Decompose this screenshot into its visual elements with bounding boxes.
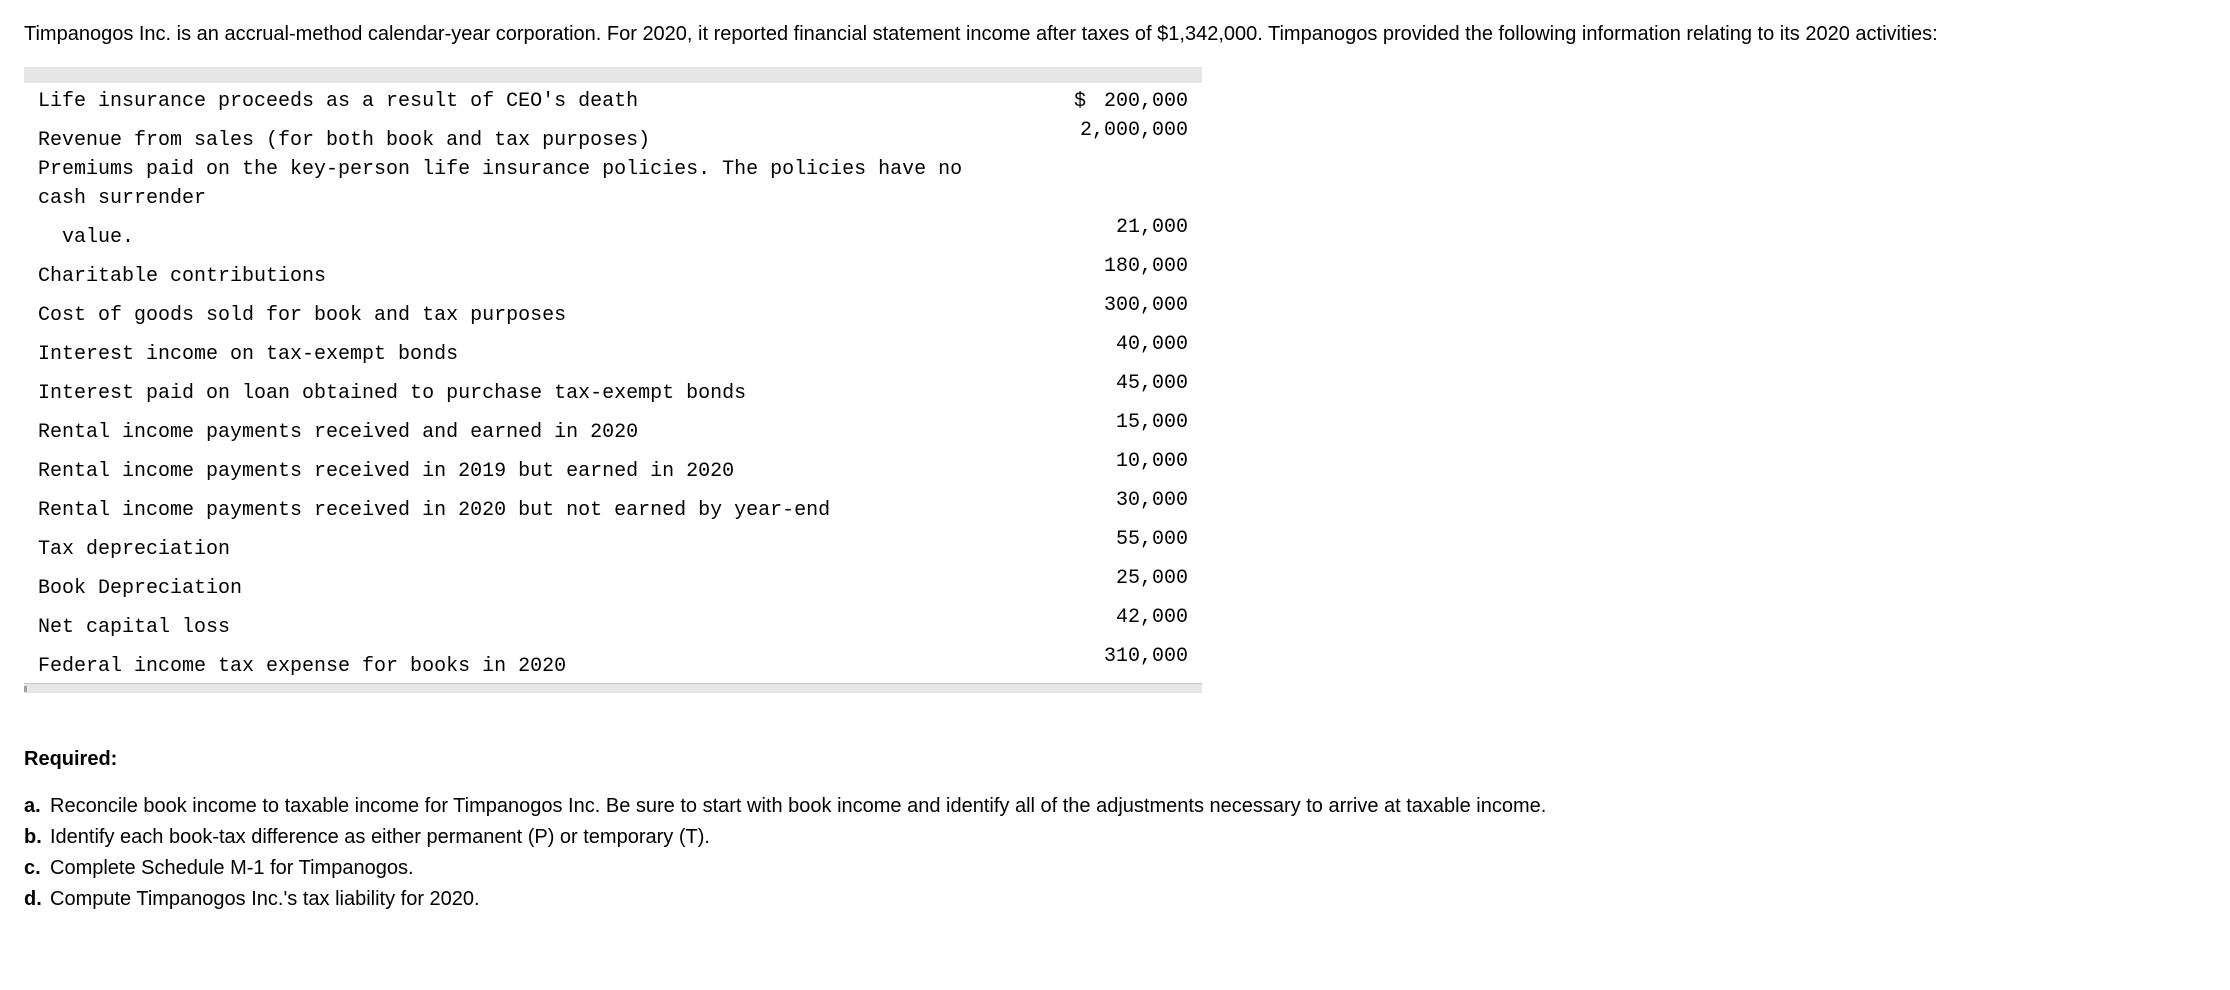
row-label: Rental income payments received in 2019 …: [38, 457, 1018, 486]
item-text: Complete Schedule M-1 for Timpanogos.: [50, 854, 2206, 883]
amount-value: 25,000: [1090, 564, 1188, 593]
row-label: Book Depreciation: [38, 574, 1018, 603]
row-label: Rental income payments received in 2020 …: [38, 496, 1018, 525]
table-row: Tax depreciation 55,000: [38, 525, 1188, 564]
amount-value: 2,000,000: [1080, 116, 1188, 145]
row-label: Cost of goods sold for book and tax purp…: [38, 301, 1018, 330]
table-row: Revenue from sales (for both book and ta…: [38, 116, 1188, 155]
list-item: d.Compute Timpanogos Inc.'s tax liabilit…: [24, 885, 2206, 914]
item-text: Reconcile book income to taxable income …: [50, 792, 2206, 821]
table-row: Interest paid on loan obtained to purcha…: [38, 369, 1188, 408]
row-label: Rental income payments received and earn…: [38, 418, 1018, 447]
problem-intro: Timpanogos Inc. is an accrual-method cal…: [24, 20, 2206, 49]
amount-value: 180,000: [1090, 252, 1188, 281]
amount-cell: 21,000: [1018, 213, 1188, 242]
required-heading: Required:: [24, 745, 2206, 774]
list-item: a.Reconcile book income to taxable incom…: [24, 792, 2206, 821]
row-label: Interest paid on loan obtained to purcha…: [38, 379, 1018, 408]
requirements-list: a.Reconcile book income to taxable incom…: [24, 792, 2206, 914]
table-row: Life insurance proceeds as a result of C…: [38, 87, 1188, 116]
amount-cell: 42,000: [1018, 603, 1188, 632]
amount-value: 42,000: [1090, 603, 1188, 632]
data-table-container: Life insurance proceeds as a result of C…: [24, 67, 1202, 693]
table-row: Federal income tax expense for books in …: [38, 642, 1188, 681]
row-label: Revenue from sales (for both book and ta…: [38, 126, 1018, 155]
table-row: Book Depreciation 25,000: [38, 564, 1188, 603]
row-label: Net capital loss: [38, 613, 1018, 642]
amount-value: 300,000: [1090, 291, 1188, 320]
dollar-sign: $: [1074, 87, 1086, 116]
amount-cell: 15,000: [1018, 408, 1188, 437]
item-text: Compute Timpanogos Inc.'s tax liability …: [50, 885, 2206, 914]
amount-cell: 30,000: [1018, 486, 1188, 515]
row-label: Interest income on tax-exempt bonds: [38, 340, 1018, 369]
item-text: Identify each book-tax difference as eit…: [50, 823, 2206, 852]
amount-value: 55,000: [1090, 525, 1188, 554]
table-row: Charitable contributions 180,000: [38, 252, 1188, 291]
amount-value: 15,000: [1090, 408, 1188, 437]
amount-cell: 2,000,000: [1018, 116, 1188, 145]
amount-cell: 10,000: [1018, 447, 1188, 476]
amount-value: 310,000: [1090, 642, 1188, 671]
item-marker: b.: [24, 823, 50, 852]
amount-cell: 25,000: [1018, 564, 1188, 593]
table-row: Rental income payments received in 2019 …: [38, 447, 1188, 486]
table-row: Cost of goods sold for book and tax purp…: [38, 291, 1188, 330]
row-label: Tax depreciation: [38, 535, 1018, 564]
item-marker: d.: [24, 885, 50, 914]
amount-cell: 310,000: [1018, 642, 1188, 671]
row-label: Charitable contributions: [38, 262, 1018, 291]
amount-value: 21,000: [1090, 213, 1188, 242]
table-row: Interest income on tax-exempt bonds 40,00…: [38, 330, 1188, 369]
amount-cell: 180,000: [1018, 252, 1188, 281]
amount-cell: 40,000: [1018, 330, 1188, 359]
table-row: Premiums paid on the key-person life ins…: [38, 155, 1188, 213]
data-table: Life insurance proceeds as a result of C…: [24, 83, 1202, 683]
amount-value: 40,000: [1090, 330, 1188, 359]
amount-value: 45,000: [1090, 369, 1188, 398]
row-label: Federal income tax expense for books in …: [38, 652, 1018, 681]
table-row: Net capital loss 42,000: [38, 603, 1188, 642]
amount-value: 30,000: [1090, 486, 1188, 515]
table-row: Rental income payments received and earn…: [38, 408, 1188, 447]
table-top-band: [24, 67, 1202, 83]
table-row: value. 21,000: [38, 213, 1188, 252]
amount-cell: 55,000: [1018, 525, 1188, 554]
list-item: b.Identify each book-tax difference as e…: [24, 823, 2206, 852]
amount-cell: 45,000: [1018, 369, 1188, 398]
row-label: Life insurance proceeds as a result of C…: [38, 87, 1018, 116]
item-marker: a.: [24, 792, 50, 821]
item-marker: c.: [24, 854, 50, 883]
list-item: c.Complete Schedule M-1 for Timpanogos.: [24, 854, 2206, 883]
table-bottom-band: [24, 683, 1202, 693]
row-label: value.: [38, 223, 1018, 252]
table-row: Rental income payments received in 2020 …: [38, 486, 1188, 525]
amount-cell: 300,000: [1018, 291, 1188, 320]
amount-value: 10,000: [1090, 447, 1188, 476]
amount-cell: $200,000: [1018, 87, 1188, 116]
amount-value: 200,000: [1090, 87, 1188, 116]
row-label: Premiums paid on the key-person life ins…: [38, 155, 1018, 213]
